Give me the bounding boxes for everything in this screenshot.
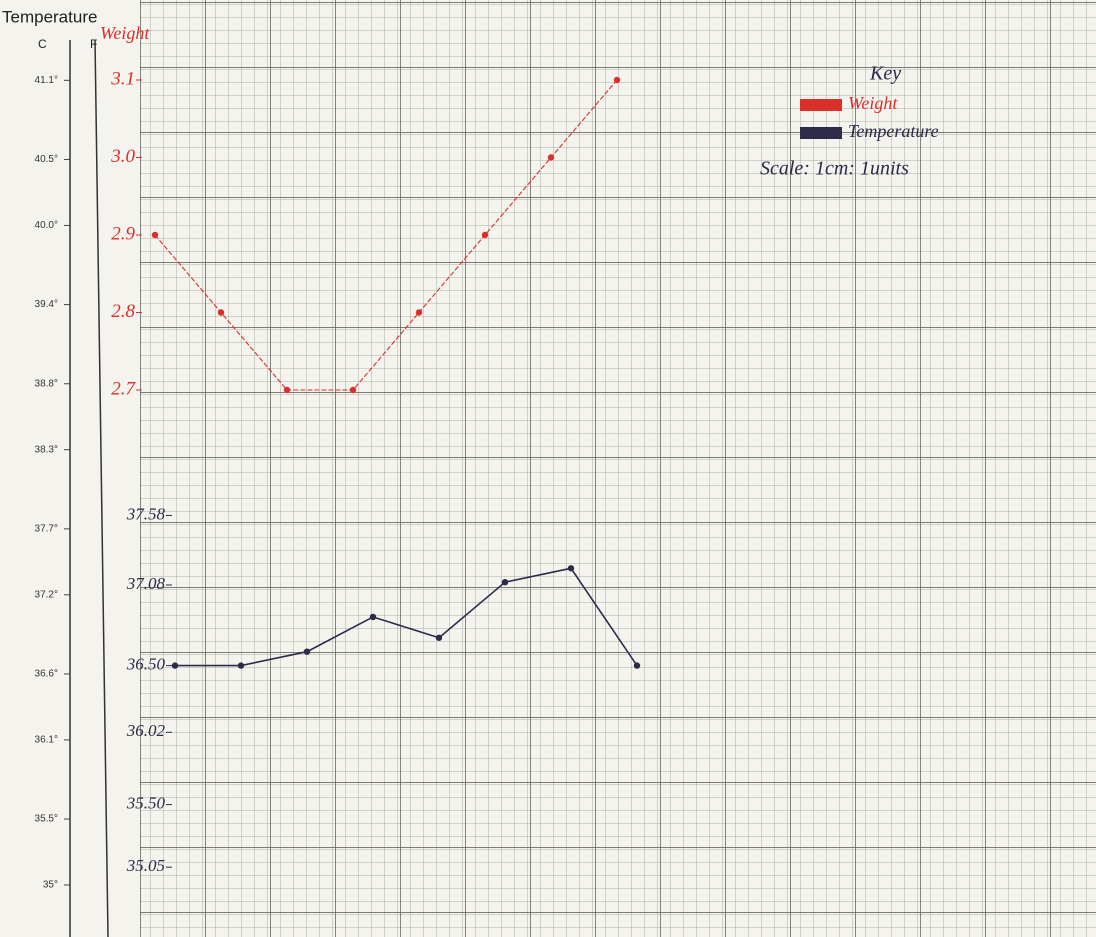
c-tick-label: 36.6° [35,669,58,680]
c-tick-label: 38.8° [35,378,58,389]
y2-tick-label: 35.05 [126,856,165,875]
y2-tick-label: 36.50 [126,655,166,674]
data-point [238,662,244,668]
data-point [614,77,620,83]
c-tick-label: 40.5° [35,154,58,165]
y-axis-label: Weight [100,23,150,43]
c-tick-label: 37.7° [35,523,58,534]
data-point [568,565,574,571]
legend-title: Key [869,63,901,85]
axis-heading: Temperature [2,7,97,26]
c-tick-label: 40.0° [35,220,58,231]
y-tick-label: 2.8 [111,301,135,322]
c-tick-label: 39.4° [35,299,58,310]
y2-tick-label: 35.50 [126,794,166,813]
data-point [304,648,310,654]
c-tick-label: 37.2° [35,589,58,600]
c-tick-label: 41.1° [35,75,58,86]
chart: Temperature C F Weight Key Scale: 1cm: 1… [0,0,1096,937]
axis-unit-f: F [90,37,97,51]
data-point [172,662,178,668]
data-point [482,232,488,238]
c-tick-label: 36.1° [35,735,58,746]
data-point [284,387,290,393]
data-point [502,579,508,585]
data-point [152,232,158,238]
scale-note: Scale: 1cm: 1units [760,158,909,180]
data-point [416,309,422,315]
y-tick-label: 2.7 [111,378,136,399]
y-tick-label: 3.1 [110,68,135,89]
c-tick-label: 35.5° [35,814,58,825]
y2-tick-label: 37.58 [126,504,166,523]
y-tick-label: 3.0 [110,146,135,167]
data-point [548,154,554,160]
page: {"chart_data": { "type": "line", "ylabel… [0,0,1096,937]
legend-label: Temperature [848,121,939,141]
graph-paper-grid [140,0,1096,937]
legend-swatch [800,99,842,111]
data-point [436,635,442,641]
y2-tick-label: 37.08 [126,574,166,593]
legend-swatch [800,127,842,139]
data-point [218,309,224,315]
data-point [350,387,356,393]
data-point [370,614,376,620]
c-tick-label: 38.3° [35,444,58,455]
y2-tick-label: 36.02 [126,721,166,740]
c-tick-label: 35° [43,880,58,891]
y-tick-label: 2.9 [111,223,135,244]
axis-unit-c: C [38,37,47,51]
legend-label: Weight [848,93,898,113]
data-point [634,662,640,668]
